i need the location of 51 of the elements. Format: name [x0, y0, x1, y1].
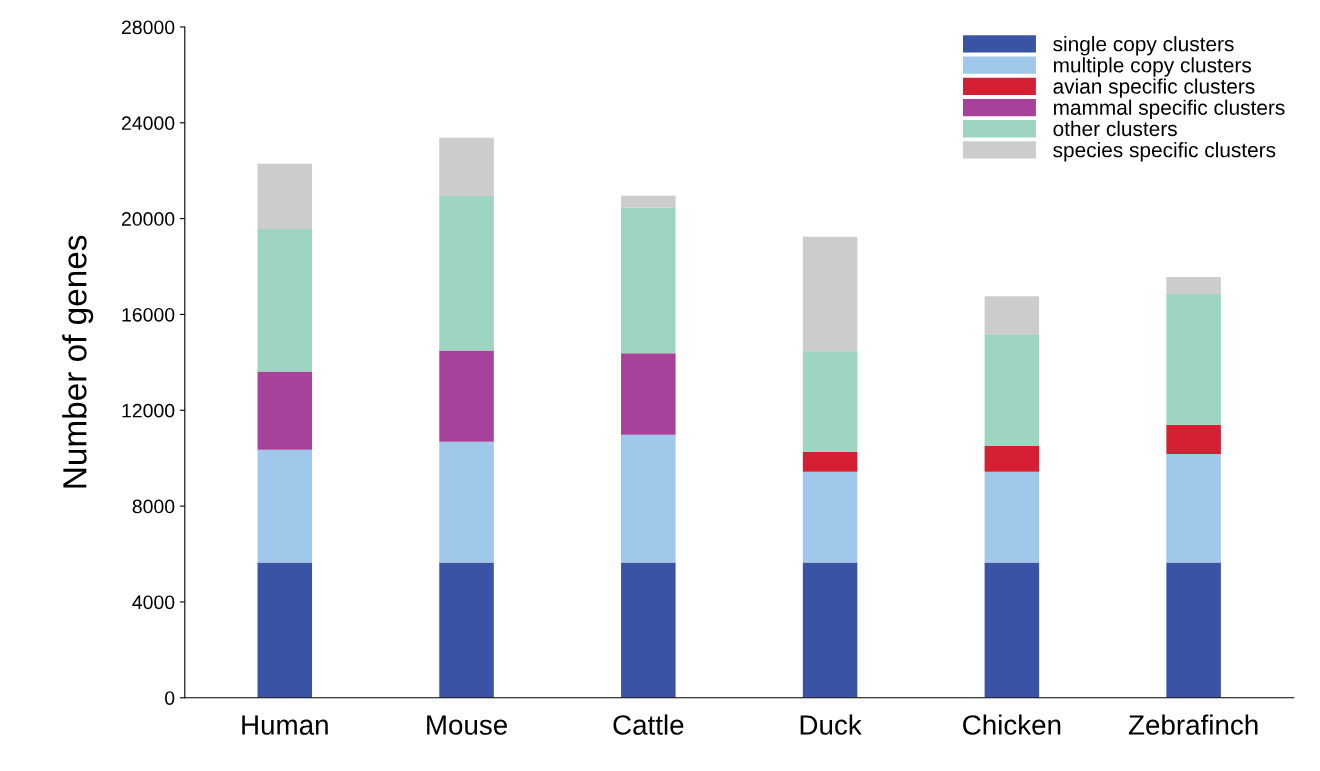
y-tick-label: 16000 [122, 307, 175, 322]
x-tick-label: Duck [800, 714, 862, 735]
y-tick-label: 8000 [132, 499, 175, 514]
y-tick-label: 4000 [132, 595, 175, 610]
x-tick-label: Mouse [427, 715, 507, 735]
legend-label: multiple copy clusters [1053, 57, 1251, 77]
legend-label: single copy clusters [1053, 36, 1234, 56]
bar [257, 562, 313, 698]
legend-label: other clusters [1053, 120, 1177, 137]
bar [1166, 294, 1221, 425]
bar [257, 163, 313, 229]
bar [984, 471, 1040, 563]
bar [802, 471, 858, 563]
y-axis-title: Number of genes [62, 235, 94, 488]
y-tick-label: 0 [165, 691, 175, 705]
bar [802, 351, 858, 452]
bar [621, 434, 676, 563]
bar [984, 296, 1040, 335]
bar [1166, 424, 1221, 454]
y-tick-label: 20000 [121, 212, 175, 226]
bar [621, 353, 676, 435]
x-tick-label: Human [242, 715, 328, 735]
bar [1166, 453, 1221, 563]
bar [257, 228, 313, 372]
bar [1166, 277, 1221, 295]
bar [439, 562, 494, 698]
bar [621, 207, 676, 354]
bar [802, 562, 858, 698]
bar [984, 562, 1040, 698]
bar [439, 350, 494, 442]
bar [439, 195, 494, 351]
x-tick-label: Zebrafinch [1128, 714, 1258, 735]
x-tick-label: Chicken [963, 714, 1061, 735]
legend-label: mammal specific clusters [1053, 99, 1285, 120]
bar [984, 445, 1040, 472]
bar [1166, 562, 1221, 698]
x-tick-label: Cattle [613, 714, 684, 735]
bar [257, 371, 313, 450]
legend-label: avian specific clusters [1053, 78, 1255, 98]
bar [257, 449, 313, 563]
legend-label: species specific clusters [1053, 142, 1276, 162]
bar [621, 195, 676, 208]
y-tick-label: 28000 [121, 20, 175, 35]
bar [802, 236, 858, 352]
bar [621, 562, 676, 698]
bar [439, 441, 494, 563]
bar [984, 334, 1040, 446]
y-tick-label: 24000 [121, 116, 175, 131]
bar [439, 137, 494, 196]
bar [802, 451, 858, 472]
y-tick-label: 12000 [122, 403, 175, 418]
